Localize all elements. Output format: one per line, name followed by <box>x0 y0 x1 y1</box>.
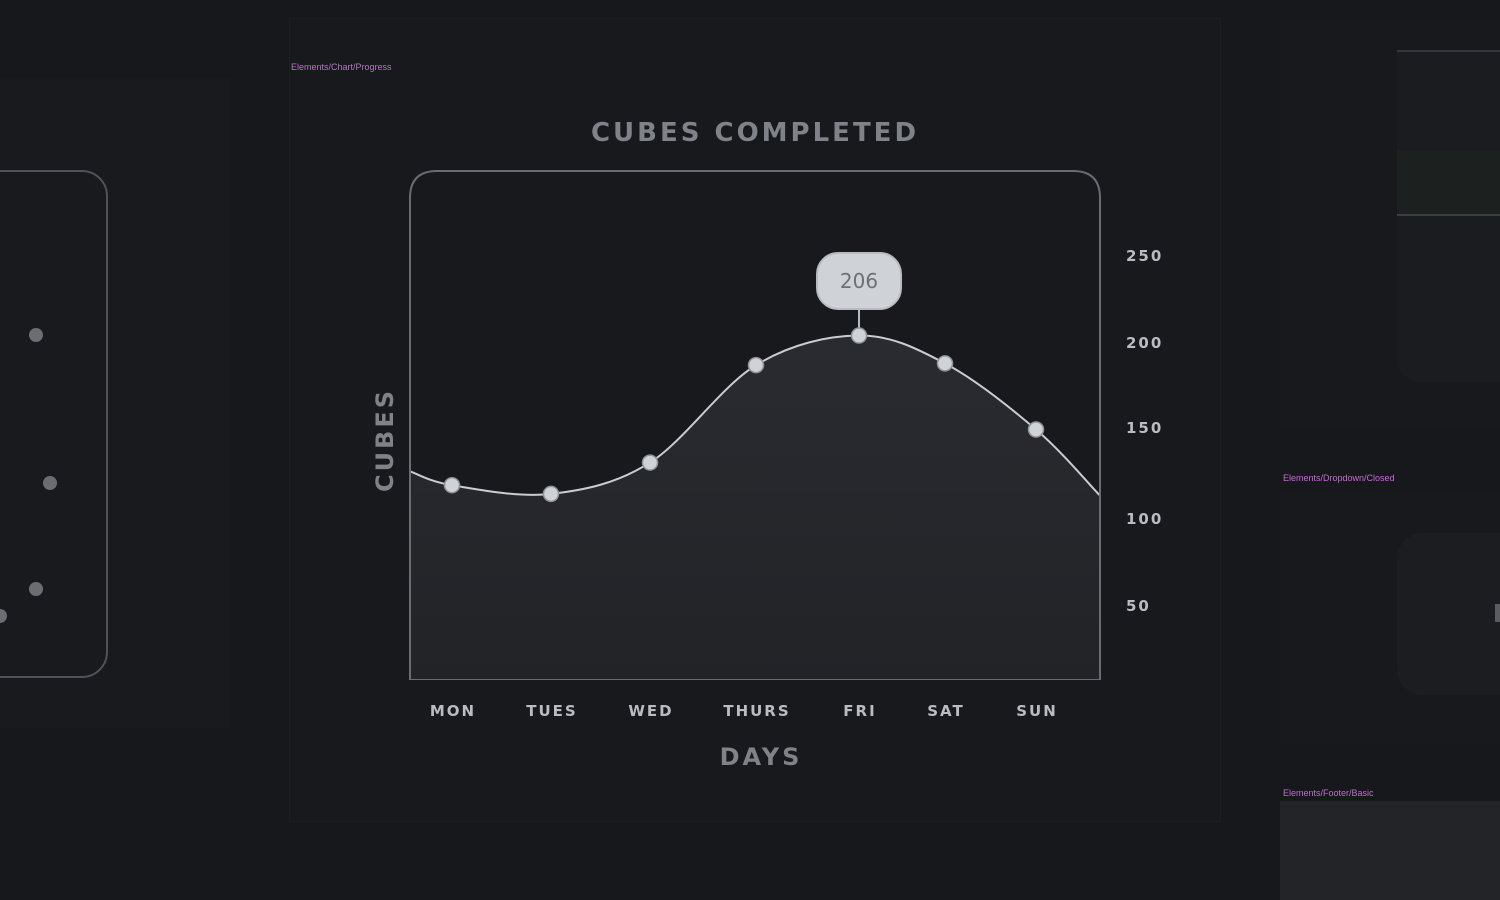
x-axis-title: DAYS <box>719 743 803 771</box>
y-tick-label: 150 <box>1126 419 1164 437</box>
data-point-mon[interactable] <box>443 476 461 494</box>
x-tick-label: SAT <box>927 702 965 720</box>
right-top-card <box>1397 50 1500 382</box>
left-chart-point <box>0 609 7 623</box>
data-point-tues[interactable] <box>542 485 560 503</box>
area-fill <box>411 335 1099 679</box>
x-tick-label: TUES <box>526 702 578 720</box>
frame-label-dropdown[interactable]: Elements/Dropdown/Closed <box>1283 473 1395 483</box>
x-tick-label: SUN <box>1016 702 1058 720</box>
data-point-wed[interactable] <box>641 454 659 471</box>
frame-label-footer[interactable]: Elements/Footer/Basic <box>1283 788 1374 798</box>
left-chart-point <box>29 328 43 342</box>
y-tick-label: 50 <box>1126 597 1151 615</box>
value-tooltip: 206 <box>816 252 902 310</box>
footer-frame[interactable] <box>1280 801 1500 900</box>
y-axis-title: CUBES <box>371 387 399 493</box>
dropdown-handle[interactable] <box>1495 604 1500 622</box>
x-tick-label: THURS <box>723 702 791 720</box>
chart-title: CUBES COMPLETED <box>590 118 920 148</box>
left-chart-card <box>0 170 108 678</box>
data-point-sat[interactable] <box>936 355 954 372</box>
dropdown-closed-card[interactable] <box>1397 533 1500 695</box>
data-point-sun[interactable] <box>1027 421 1045 438</box>
y-tick-label: 250 <box>1126 247 1164 265</box>
frame-label-progress[interactable]: Elements/Chart/Progress <box>291 62 392 72</box>
data-point-thurs[interactable] <box>747 356 765 374</box>
y-tick-label: 100 <box>1126 510 1164 528</box>
right-top-band <box>1397 150 1500 216</box>
left-chart-frame[interactable] <box>0 78 230 728</box>
data-point-fri[interactable] <box>850 327 868 344</box>
x-tick-label: WED <box>628 702 674 720</box>
y-tick-label: 200 <box>1126 334 1164 352</box>
x-tick-label: FRI <box>843 702 877 720</box>
left-chart-point <box>43 476 57 490</box>
left-chart-point <box>29 582 43 596</box>
plot-area-border <box>409 170 1101 680</box>
x-tick-label: MON <box>429 702 477 720</box>
